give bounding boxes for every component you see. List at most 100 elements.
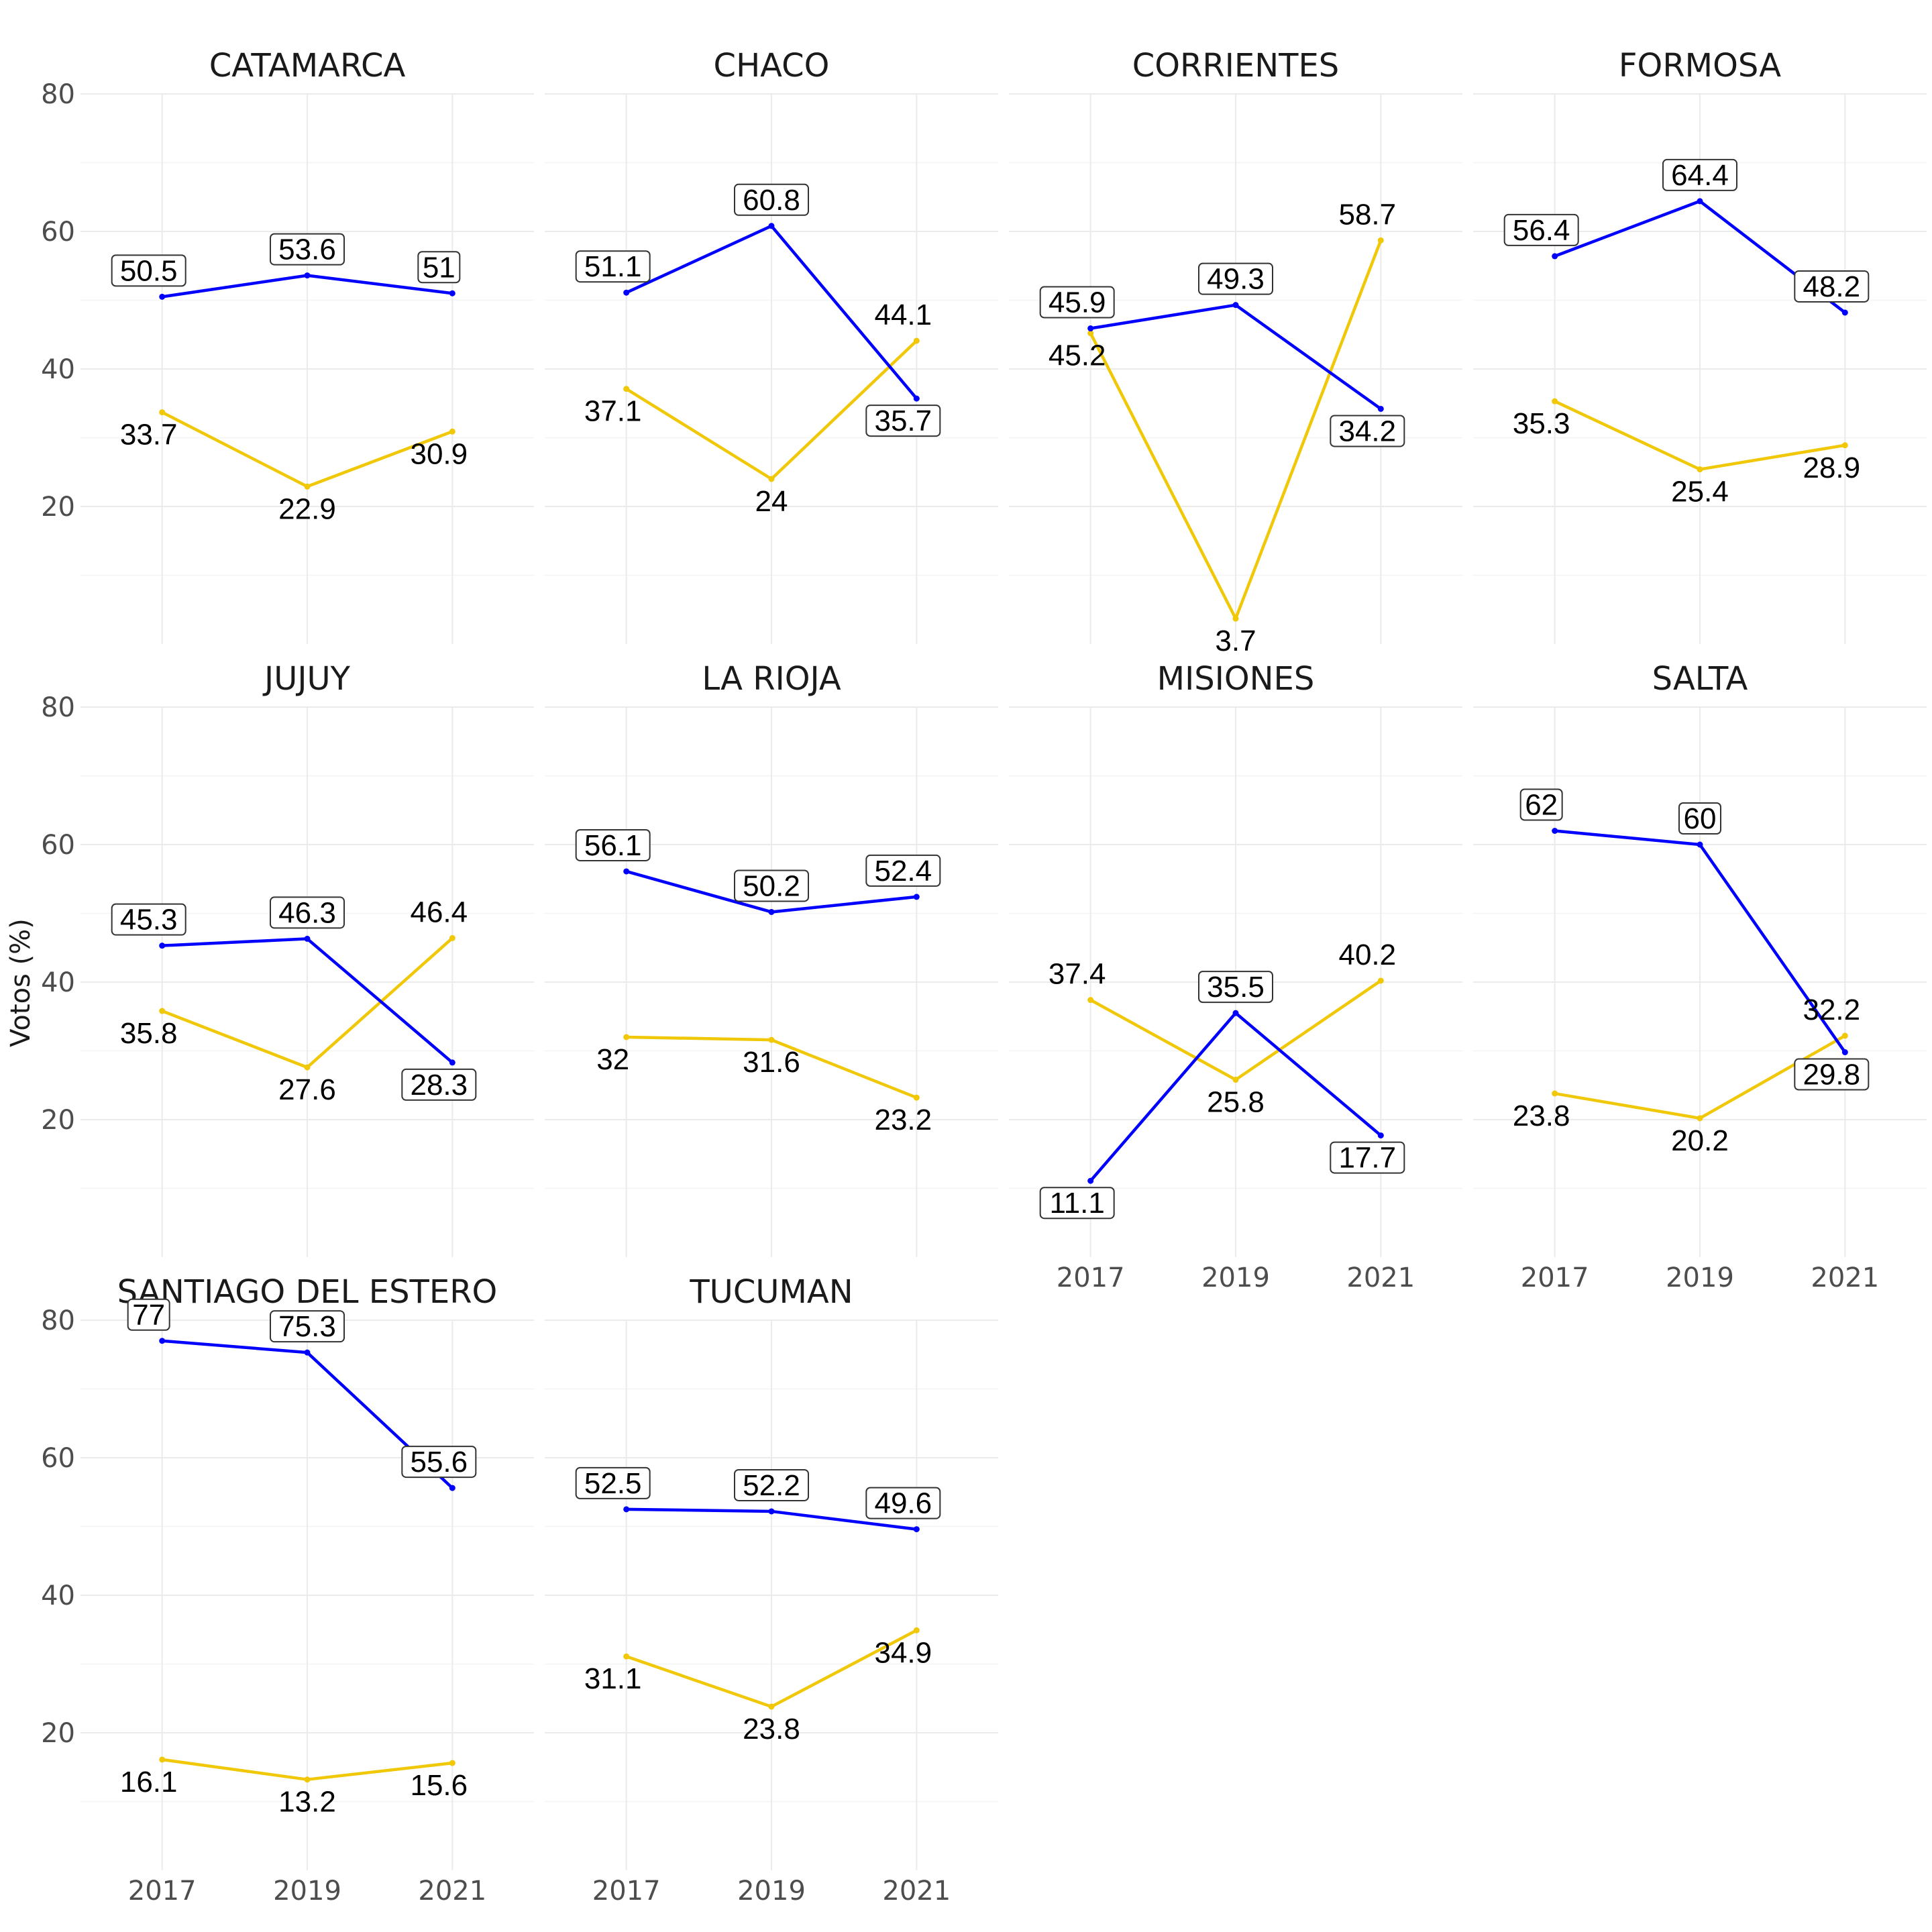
yellow-data-label-text: 30.9 [410, 437, 468, 470]
yellow-data-label-text: 31.6 [743, 1046, 800, 1079]
data-label-box [401, 1068, 477, 1101]
yellow-data-label: 30.9 [410, 437, 468, 470]
yellow-data-label-text: 25.8 [1207, 1086, 1265, 1119]
y-tick-label: 60 [41, 1443, 75, 1474]
blue-data-point [159, 1338, 166, 1344]
blue-data-label: 46.3 [270, 896, 345, 929]
yellow-data-label: 25.4 [1671, 476, 1729, 508]
yellow-data-point [623, 386, 630, 392]
blue-data-point [913, 395, 920, 402]
blue-data-label: 29.8 [1794, 1058, 1870, 1091]
blue-data-point [913, 894, 920, 900]
blue-data-label-text: 17.7 [1338, 1142, 1396, 1175]
yellow-data-label: 28.9 [1803, 451, 1860, 484]
blue-data-point [1697, 841, 1703, 848]
data-label-box [401, 1446, 477, 1479]
yellow-data-point [449, 428, 455, 435]
y-tick-label: 40 [41, 1580, 75, 1611]
yellow-data-point [449, 1760, 455, 1766]
yellow-data-point [913, 337, 920, 344]
blue-data-label-text: 64.4 [1671, 159, 1729, 192]
blue-data-label-text: 53.6 [278, 233, 336, 266]
blue-data-label-text: 48.2 [1803, 270, 1860, 303]
yellow-data-point [1552, 398, 1558, 405]
facet-catamarca: CATAMARCA 20 40 60 80 33.7 22.9 30.9 50.5 53.6 51 [41, 47, 534, 644]
yellow-data-point [623, 1653, 630, 1660]
blue-data-point [768, 1508, 775, 1515]
blue-data-label: 35.7 [865, 405, 941, 437]
yellow-data-label-text: 34.9 [874, 1636, 932, 1669]
yellow-data-label: 44.1 [874, 299, 932, 331]
yellow-data-label-text: 45.2 [1049, 339, 1106, 372]
facet-title: CHACO [714, 47, 830, 85]
blue-data-point [1552, 253, 1558, 260]
blue-data-label-text: 35.5 [1207, 971, 1265, 1004]
facet-title: MISIONES [1157, 660, 1315, 698]
blue-data-point [159, 943, 166, 949]
facet-santiago-del-estero: SANTIAGO DEL ESTERO 20 40 60 80 2017 2019 2021 1… [41, 1273, 534, 1907]
yellow-data-label: 40.2 [1338, 938, 1396, 971]
facet-title: FORMOSA [1619, 47, 1781, 85]
blue-data-label: 51 [417, 251, 461, 284]
data-label-box [1330, 415, 1405, 447]
blue-data-label: 62 [1519, 788, 1563, 822]
data-label-box [270, 233, 345, 266]
blue-data-point [768, 908, 775, 915]
yellow-data-label: 37.4 [1049, 958, 1106, 991]
x-tick-label: 2017 [128, 1876, 197, 1907]
yellow-data-label-text: 33.7 [120, 419, 178, 451]
yellow-data-point [1552, 1090, 1558, 1097]
blue-data-label: 75.3 [270, 1310, 345, 1343]
data-label-box [1198, 971, 1273, 1004]
yellow-data-label-text: 40.2 [1338, 938, 1396, 971]
yellow-data-label-text: 37.4 [1049, 958, 1106, 991]
facet-tucuman: TUCUMAN 2017 2019 2021 31.1 23.8 34.9 52.5 52.2 4… [545, 1273, 998, 1907]
yellow-data-label-text: 23.2 [874, 1104, 932, 1136]
blue-data-label: 60 [1678, 802, 1721, 835]
blue-data-label: 45.9 [1039, 286, 1115, 319]
data-label-box [865, 405, 941, 437]
blue-data-label: 34.2 [1330, 415, 1405, 447]
data-label-box [270, 1310, 345, 1343]
yellow-data-label-text: 27.6 [278, 1073, 336, 1106]
yellow-data-label-text: 37.1 [584, 395, 642, 428]
y-axis-title: Votos (%) [5, 918, 36, 1047]
yellow-data-label: 35.3 [1513, 407, 1570, 440]
yellow-data-label: 15.6 [410, 1769, 468, 1802]
blue-data-label: 49.6 [865, 1487, 941, 1520]
yellow-data-point [159, 1008, 166, 1014]
data-label-box [1519, 788, 1563, 821]
yellow-data-point [1697, 1115, 1703, 1122]
blue-data-label: 51.1 [575, 250, 651, 283]
y-tick-label: 20 [41, 1105, 75, 1136]
yellow-data-label: 20.2 [1671, 1124, 1729, 1157]
blue-data-label-text: 77 [132, 1299, 165, 1332]
yellow-data-label: 3.7 [1215, 625, 1256, 657]
y-tick-label: 60 [41, 830, 75, 861]
y-tick-label: 80 [41, 692, 75, 723]
yellow-data-label: 34.9 [874, 1636, 932, 1669]
blue-data-label: 52.5 [575, 1466, 651, 1500]
x-tick-label: 2021 [1811, 1263, 1879, 1293]
yellow-data-point [159, 1756, 166, 1763]
blue-data-point [1377, 1132, 1384, 1139]
blue-data-point [1232, 302, 1239, 309]
yellow-data-label-text: 35.3 [1513, 407, 1570, 440]
blue-data-label-text: 75.3 [278, 1310, 336, 1343]
yellow-data-label-text: 28.9 [1803, 451, 1860, 484]
yellow-data-label-text: 15.6 [410, 1769, 468, 1802]
yellow-data-label: 22.9 [278, 492, 336, 525]
data-label-box [1039, 1187, 1115, 1220]
yellow-data-point [159, 409, 166, 416]
yellow-data-label: 16.1 [120, 1766, 178, 1799]
x-tick-label: 2019 [273, 1876, 341, 1907]
blue-data-label-text: 56.4 [1513, 214, 1570, 247]
blue-data-label: 60.8 [734, 183, 809, 217]
blue-data-label-text: 29.8 [1803, 1059, 1860, 1091]
data-label-box [865, 854, 941, 887]
x-tick-label: 2021 [882, 1876, 951, 1907]
data-label-box [127, 1298, 170, 1331]
y-tick-label: 80 [41, 1305, 75, 1336]
blue-data-label: 17.7 [1330, 1141, 1405, 1175]
blue-data-point [1552, 828, 1558, 834]
